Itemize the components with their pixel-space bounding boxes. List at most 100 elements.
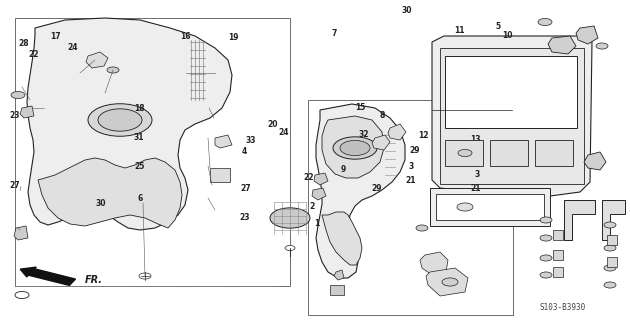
Text: FR.: FR. [85,275,103,285]
Bar [553,250,563,260]
Text: 17: 17 [50,32,60,41]
Bar [210,168,230,182]
Polygon shape [432,36,592,196]
Circle shape [285,245,295,251]
Polygon shape [576,26,598,44]
Text: 30: 30 [401,6,411,15]
Circle shape [604,245,616,251]
Circle shape [457,203,473,211]
Text: 14: 14 [338,141,348,150]
Circle shape [139,273,151,279]
Polygon shape [312,188,326,200]
Text: 29: 29 [461,154,471,163]
Text: 5: 5 [495,22,500,31]
Circle shape [540,235,552,241]
Polygon shape [584,152,606,170]
Circle shape [270,208,310,228]
Text: 20: 20 [267,120,277,129]
Bar [440,48,584,184]
Bar [553,230,563,240]
Polygon shape [322,116,384,178]
Polygon shape [38,158,182,228]
Bar [607,257,617,267]
Text: 24: 24 [278,128,289,137]
FancyArrow shape [20,267,76,285]
Bar [430,188,550,226]
Polygon shape [388,124,406,140]
Circle shape [540,217,552,223]
Polygon shape [322,212,362,265]
Bar [445,56,577,128]
Text: 28: 28 [18,39,28,48]
Text: 30: 30 [96,199,106,208]
Text: 21: 21 [406,176,416,185]
Text: 4: 4 [242,148,247,156]
Bar [330,285,344,295]
Polygon shape [602,200,625,240]
Bar [553,267,563,277]
Circle shape [538,19,552,26]
Text: 12: 12 [418,132,428,140]
Circle shape [340,140,370,156]
Text: 22: 22 [28,50,38,59]
Text: 26: 26 [489,109,499,118]
Text: 23: 23 [10,111,20,120]
Text: 19: 19 [228,33,238,42]
Text: 13: 13 [471,135,481,144]
Circle shape [442,278,458,286]
Text: 33: 33 [246,136,256,145]
Polygon shape [14,226,28,240]
Text: 3: 3 [475,170,480,179]
Text: 32: 32 [359,130,369,139]
Text: 21: 21 [471,184,481,193]
Circle shape [604,282,616,288]
Circle shape [15,292,29,299]
Text: 6: 6 [137,194,142,203]
Bar [535,140,573,166]
Text: 29: 29 [372,184,382,193]
Text: 3: 3 [408,162,413,171]
Circle shape [333,137,377,159]
Polygon shape [426,268,468,296]
Polygon shape [20,106,34,118]
Bar [607,235,617,245]
Polygon shape [215,135,232,148]
Polygon shape [420,252,448,275]
Polygon shape [86,52,108,68]
Text: 27: 27 [241,184,251,193]
Text: 29: 29 [410,146,420,155]
Circle shape [107,67,119,73]
Text: S103-B3930: S103-B3930 [540,303,586,312]
Text: 15: 15 [355,103,365,112]
Circle shape [604,222,616,228]
Circle shape [596,43,608,49]
Text: 25: 25 [135,162,145,171]
Text: 10: 10 [502,31,512,40]
Text: 18: 18 [135,104,145,113]
Bar [436,194,544,220]
Bar [490,140,528,166]
Circle shape [11,92,25,99]
Text: 7: 7 [331,29,336,38]
Text: 1: 1 [314,220,319,228]
Polygon shape [564,200,595,240]
Text: 23: 23 [239,213,249,222]
Bar [308,100,513,315]
Polygon shape [334,270,344,280]
Text: 31: 31 [134,133,144,142]
Circle shape [458,149,472,156]
Text: 9: 9 [341,165,346,174]
Text: 22: 22 [304,173,314,182]
Circle shape [98,109,142,131]
Text: 2: 2 [309,202,314,211]
Circle shape [540,255,552,261]
Text: 27: 27 [10,181,20,190]
Circle shape [88,104,152,136]
Bar [15,18,290,286]
Polygon shape [316,104,405,278]
Text: 16: 16 [181,32,191,41]
Text: 24: 24 [67,43,77,52]
Text: 8: 8 [379,111,384,120]
Polygon shape [27,18,232,230]
Circle shape [540,272,552,278]
